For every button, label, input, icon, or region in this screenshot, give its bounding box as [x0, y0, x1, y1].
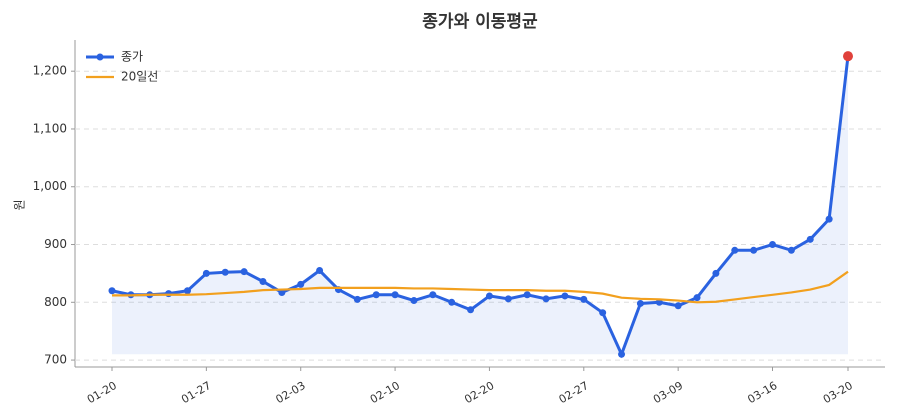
point	[485, 292, 493, 300]
point	[731, 246, 739, 254]
point	[561, 292, 569, 300]
point	[825, 215, 833, 223]
y-tick-label: 1,000	[33, 179, 67, 193]
x-tick-label: 02-03	[274, 379, 308, 406]
legend-label: 종가	[121, 50, 143, 64]
point	[221, 268, 229, 276]
x-tick-label: 03-09	[651, 379, 685, 406]
point	[448, 298, 456, 306]
point	[636, 299, 644, 307]
point	[750, 246, 758, 254]
point	[165, 290, 173, 298]
point	[353, 295, 361, 303]
point	[240, 268, 248, 276]
point	[693, 294, 701, 302]
y-axis-label: 원	[13, 199, 27, 210]
x-tick-label: 01-27	[179, 379, 213, 406]
x-tick-label: 03-16	[745, 379, 779, 406]
point	[769, 241, 777, 249]
point	[787, 246, 795, 254]
y-tick-label: 900	[44, 237, 67, 251]
x-tick-label: 02-27	[557, 379, 591, 406]
point	[504, 295, 512, 303]
point	[372, 291, 380, 299]
point	[108, 287, 116, 295]
x-tick-label: 03-20	[821, 379, 855, 406]
series-line	[112, 270, 849, 304]
point	[202, 269, 210, 277]
area	[112, 56, 848, 355]
point	[429, 291, 437, 299]
point	[467, 306, 475, 314]
point	[542, 295, 550, 303]
x-tick-label: 02-10	[368, 379, 402, 406]
point	[410, 297, 418, 305]
y-tick-label: 1,200	[33, 64, 67, 78]
point	[806, 235, 814, 243]
x-tick-label: 02-20	[462, 379, 496, 406]
y-tick-label: 700	[44, 353, 67, 367]
point	[259, 277, 267, 285]
point	[618, 350, 626, 358]
highlight-point	[843, 51, 853, 62]
x-tick-label: 01-20	[85, 379, 119, 406]
point	[712, 269, 720, 277]
y-tick-label: 800	[44, 295, 67, 309]
point	[599, 309, 607, 317]
series-line	[111, 56, 850, 359]
point	[183, 287, 191, 295]
point	[391, 291, 399, 299]
point	[523, 291, 531, 299]
point	[316, 267, 324, 275]
y-tick-label: 1,100	[33, 121, 67, 135]
point	[580, 295, 588, 303]
legend-label: 20일선	[121, 70, 158, 84]
point	[674, 302, 682, 310]
chart-title: 종가와 이동평균	[422, 12, 538, 32]
legend-marker	[96, 53, 104, 61]
point	[297, 280, 305, 288]
